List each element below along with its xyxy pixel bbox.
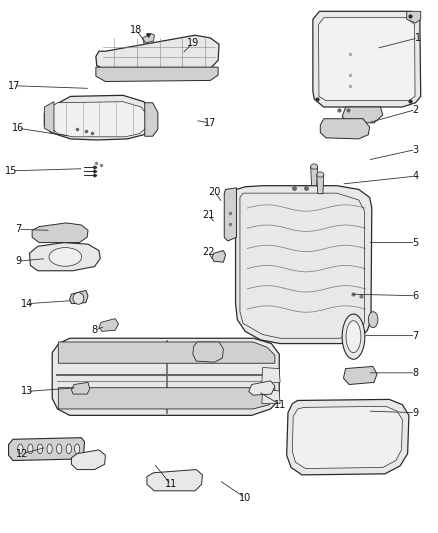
- Ellipse shape: [57, 444, 62, 454]
- Text: 7: 7: [412, 330, 419, 341]
- Ellipse shape: [37, 444, 42, 454]
- Polygon shape: [58, 387, 275, 409]
- Polygon shape: [32, 223, 88, 243]
- Text: 22: 22: [202, 247, 214, 257]
- Text: 4: 4: [413, 171, 419, 181]
- Text: 5: 5: [412, 238, 419, 247]
- Polygon shape: [311, 166, 318, 185]
- Polygon shape: [236, 185, 372, 344]
- Ellipse shape: [47, 444, 52, 454]
- Polygon shape: [71, 382, 90, 394]
- Polygon shape: [262, 390, 280, 403]
- Polygon shape: [52, 338, 279, 415]
- Ellipse shape: [73, 293, 84, 304]
- Polygon shape: [96, 35, 219, 71]
- Ellipse shape: [18, 444, 23, 454]
- Text: 20: 20: [208, 187, 221, 197]
- Text: 6: 6: [413, 290, 419, 301]
- Polygon shape: [145, 103, 158, 136]
- Polygon shape: [342, 107, 383, 123]
- Text: 19: 19: [187, 38, 199, 48]
- Text: 1: 1: [415, 33, 421, 43]
- Text: 7: 7: [15, 224, 21, 235]
- Polygon shape: [44, 102, 54, 134]
- Polygon shape: [29, 243, 100, 271]
- Text: 3: 3: [413, 144, 419, 155]
- Text: 11: 11: [274, 400, 286, 410]
- Ellipse shape: [66, 444, 71, 454]
- Polygon shape: [212, 251, 226, 262]
- Text: 21: 21: [202, 211, 214, 221]
- Polygon shape: [96, 67, 218, 82]
- Text: 18: 18: [130, 25, 142, 35]
- Ellipse shape: [368, 312, 378, 328]
- Ellipse shape: [342, 314, 365, 359]
- Text: 13: 13: [21, 386, 33, 397]
- Text: 9: 9: [413, 408, 419, 418]
- Polygon shape: [407, 11, 421, 23]
- Ellipse shape: [28, 444, 33, 454]
- Text: 15: 15: [5, 166, 18, 176]
- Text: 16: 16: [12, 123, 24, 133]
- Polygon shape: [287, 399, 409, 475]
- Ellipse shape: [74, 444, 80, 454]
- Ellipse shape: [317, 172, 324, 177]
- Polygon shape: [224, 188, 237, 241]
- Polygon shape: [317, 174, 324, 193]
- Polygon shape: [147, 470, 202, 491]
- Polygon shape: [44, 95, 151, 140]
- Text: 8: 8: [92, 325, 98, 335]
- Ellipse shape: [311, 164, 318, 169]
- Polygon shape: [9, 438, 85, 461]
- Polygon shape: [71, 450, 106, 470]
- Polygon shape: [320, 119, 370, 139]
- Text: 17: 17: [7, 81, 20, 91]
- Text: 12: 12: [16, 449, 29, 458]
- Text: 2: 2: [412, 104, 419, 115]
- Polygon shape: [70, 290, 88, 304]
- Polygon shape: [58, 342, 275, 364]
- Polygon shape: [51, 102, 146, 137]
- Polygon shape: [292, 406, 403, 469]
- Polygon shape: [262, 368, 280, 383]
- Text: 14: 14: [21, 298, 33, 309]
- Polygon shape: [193, 342, 223, 362]
- Ellipse shape: [49, 248, 81, 266]
- Polygon shape: [343, 367, 377, 384]
- Text: 17: 17: [204, 118, 216, 128]
- Polygon shape: [249, 381, 275, 395]
- Text: 10: 10: [239, 492, 251, 503]
- Ellipse shape: [346, 321, 361, 353]
- Polygon shape: [143, 34, 154, 43]
- Text: 9: 9: [15, 256, 21, 266]
- Text: 11: 11: [165, 480, 177, 489]
- Text: 8: 8: [413, 368, 419, 378]
- Polygon shape: [318, 18, 415, 101]
- Polygon shape: [313, 11, 421, 107]
- Polygon shape: [99, 319, 119, 332]
